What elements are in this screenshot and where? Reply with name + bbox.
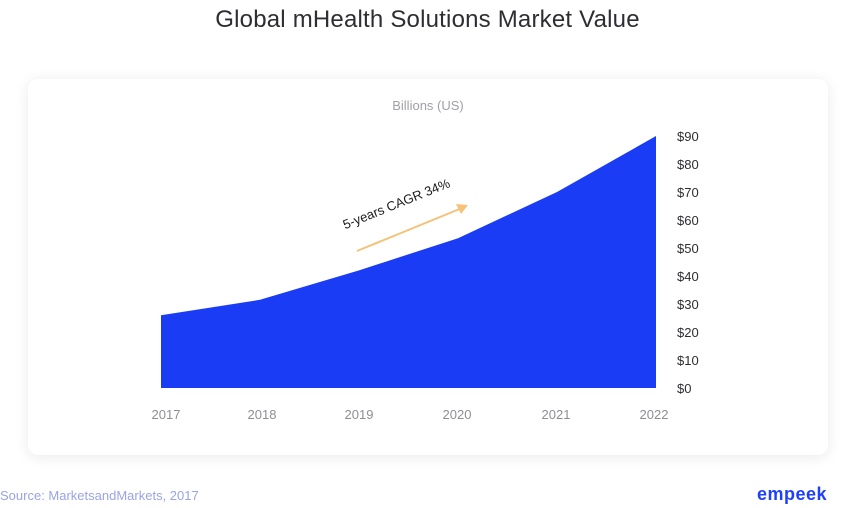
x-tick-label: 2019 [345, 407, 374, 422]
x-tick-label: 2017 [152, 407, 181, 422]
y-tick-label: $40 [677, 269, 699, 284]
brand-logo: empeek [756, 484, 827, 504]
cagr-arrow-head [456, 204, 468, 214]
y-tick-label: $10 [677, 353, 699, 368]
y-tick-label: $70 [677, 185, 699, 200]
chart-title: Global mHealth Solutions Market Value [215, 6, 640, 33]
x-tick-label: 2018 [248, 407, 277, 422]
y-tick-label: $90 [677, 129, 699, 144]
y-tick-label: $60 [677, 213, 699, 228]
y-tick-label: $30 [677, 297, 699, 312]
source-note: Source: MarketsandMarkets, 2017 [0, 488, 199, 503]
cagr-annotation: 5-years CAGR 34% [341, 175, 453, 232]
x-tick-label: 2022 [640, 407, 669, 422]
y-tick-label: $20 [677, 325, 699, 340]
cagr-arrow-line [356, 207, 463, 252]
y-axis-label: Billions (US) [392, 98, 464, 113]
x-tick-label: 2020 [443, 407, 472, 422]
y-tick-label: $50 [677, 241, 699, 256]
x-tick-label: 2021 [542, 407, 571, 422]
y-tick-label: $80 [677, 157, 699, 172]
y-tick-label: $0 [677, 381, 691, 396]
series-area [161, 136, 656, 388]
